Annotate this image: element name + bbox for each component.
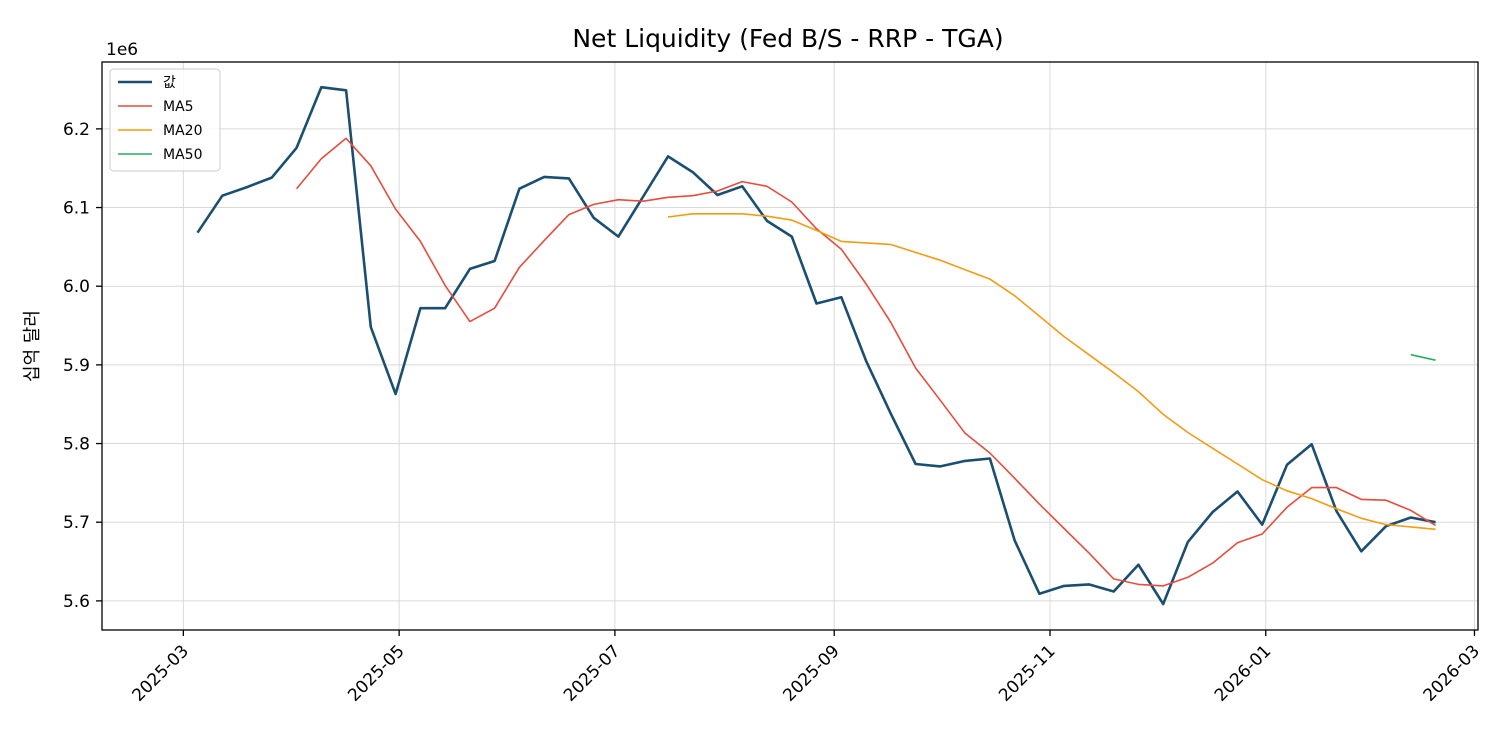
series-line-value <box>196 85 1436 606</box>
series-line-ma20 <box>667 213 1436 531</box>
grid-layer <box>102 62 1478 630</box>
y-tick-label: 6.2 <box>63 120 90 140</box>
y-tick-label: 6.0 <box>63 277 90 297</box>
x-tick-label: 2025-09 <box>779 641 843 705</box>
chart-title: Net Liquidity (Fed B/S - RRP - TGA) <box>572 24 1003 53</box>
y-tick-label: 5.6 <box>63 592 90 612</box>
legend-label: MA5 <box>163 99 194 115</box>
x-tick-label: 2026-03 <box>1420 641 1484 705</box>
x-tick-label: 2025-03 <box>129 641 193 705</box>
legend-label: MA20 <box>163 123 202 139</box>
legend-label: MA50 <box>163 147 202 163</box>
y-tick-label: 6.1 <box>63 199 90 219</box>
y-axis-label: 십억 달러 <box>22 310 43 382</box>
legend: 값 MA5 MA20 MA50 <box>109 68 221 172</box>
series-line-ma50 <box>1410 353 1436 361</box>
x-tick-label: 2025-07 <box>560 641 624 705</box>
legend-box <box>109 68 221 172</box>
plot-frame <box>101 61 1479 631</box>
x-tick-label: 2025-11 <box>995 641 1059 705</box>
x-tick-label: 2025-05 <box>344 641 408 705</box>
x-tick-label: 2026-01 <box>1211 641 1275 705</box>
y-tick-label: 5.8 <box>63 435 90 455</box>
legend-label: 값 <box>163 75 176 91</box>
series-layer <box>196 85 1437 606</box>
series-line-ma5 <box>295 137 1437 587</box>
y-tick-label: 5.7 <box>63 513 90 533</box>
y-offset-label: 1e6 <box>106 40 138 60</box>
y-tick-label: 5.9 <box>63 356 90 376</box>
